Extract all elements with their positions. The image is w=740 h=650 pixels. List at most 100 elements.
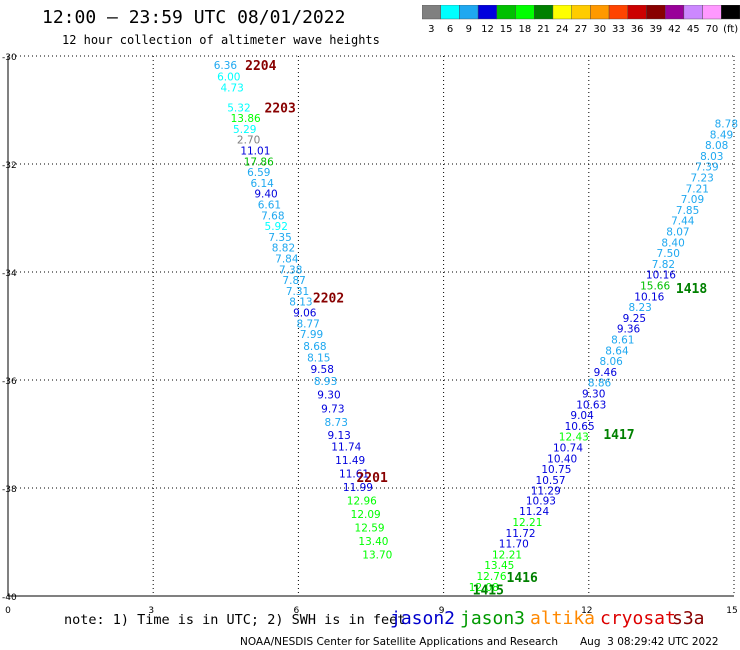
legend-swatch (664, 5, 685, 20)
swh-data-point: 2.70 (237, 135, 260, 147)
swh-data-point: 12.08 (469, 582, 499, 594)
track-label: 2201 (356, 471, 387, 486)
legend-label: 24 (556, 24, 569, 35)
swh-data-point: 8.73 (325, 417, 348, 429)
legend-label: 9 (466, 24, 472, 35)
swh-data-point: 8.13 (289, 297, 312, 309)
legend-swatch (702, 5, 722, 20)
satellite-name: altika (530, 608, 596, 629)
swh-data-point: 9.06 (293, 308, 317, 320)
legend-label: 6 (447, 24, 453, 35)
swh-data-point: 7.99 (300, 329, 323, 341)
legend-label: 36 (631, 24, 644, 35)
legend-label: 70 (706, 24, 719, 35)
swh-data-point: 9.36 (617, 324, 641, 336)
track-label: 2203 (265, 101, 296, 116)
swh-data-point: 5.32 (227, 102, 250, 114)
swh-data-point: 11.29 (531, 486, 561, 498)
y-tick-label: -32 (2, 161, 17, 171)
swh-data-point: 13.86 (231, 113, 261, 125)
chart-title: 12:00 — 23:59 UTC 08/01/2022 (42, 7, 346, 28)
swh-data-point: 9.30 (317, 390, 340, 402)
swh-data-point: 8.93 (314, 376, 337, 388)
swh-data-point: 10.63 (576, 399, 606, 411)
swh-data-point: 8.77 (296, 318, 319, 330)
legend-label: (ft) (723, 24, 738, 35)
swh-data-point: 7.85 (676, 205, 699, 217)
y-tick-label: -38 (2, 485, 17, 495)
swh-data-point: 7.82 (652, 259, 675, 271)
swh-data-point: 7.87 (282, 275, 305, 287)
legend-swatch (440, 5, 460, 20)
legend-swatch (571, 5, 591, 20)
y-tick-label: -30 (2, 53, 17, 63)
legend-swatch (608, 5, 628, 20)
swh-data-point: 8.64 (605, 345, 629, 357)
footer-note: note: 1) Time is in UTC; 2) SWH is in fe… (64, 612, 406, 628)
track-label: 1418 (676, 282, 707, 297)
legend-swatch (515, 5, 535, 20)
swh-data-point: 7.21 (686, 183, 709, 195)
swh-data-point: 12.76 (477, 571, 507, 583)
swh-data-point: 4.73 (220, 82, 243, 94)
swh-data-point: 7.68 (261, 210, 284, 222)
swh-data-point: 9.58 (311, 364, 334, 376)
swh-data-point: 11.70 (499, 539, 529, 551)
y-tick-label: -40 (2, 593, 17, 603)
legend-swatch (459, 5, 479, 20)
legend-label: 15 (500, 24, 513, 35)
swh-data-point: 8.61 (611, 335, 634, 347)
swh-data-point: 10.16 (634, 291, 664, 303)
swh-data-point: 8.78 (715, 119, 738, 131)
swh-data-point: 8.86 (588, 378, 612, 390)
swh-data-point: 7.31 (286, 286, 309, 298)
swh-data-point: 8.15 (307, 352, 330, 364)
legend-swatch (721, 5, 740, 20)
legend-label: 33 (612, 24, 625, 35)
swh-data-point: 7.50 (657, 248, 680, 260)
track-label: 2202 (313, 291, 344, 306)
satellite-name: jason2 (390, 608, 456, 629)
swh-data-point: 6.00 (217, 72, 240, 84)
legend-label: 30 (593, 24, 606, 35)
swh-data-point: 11.01 (240, 146, 270, 158)
track-label: 2204 (245, 59, 276, 74)
legend-swatch (534, 5, 554, 20)
legend-label: 21 (537, 24, 550, 35)
swh-data-point: 12.96 (347, 495, 377, 507)
satellite-name: s3a (672, 608, 705, 629)
swh-data-point: 11.74 (331, 441, 361, 453)
swh-data-point: 10.40 (547, 453, 577, 465)
swh-data-point: 5.92 (265, 221, 288, 233)
swh-data-point: 9.30 (582, 389, 605, 401)
swh-data-point: 10.57 (536, 475, 566, 487)
swh-data-point: 13.40 (358, 536, 388, 548)
footer-timestamp: Aug 3 08:29:42 UTC 2022 (580, 636, 719, 648)
swh-data-point: 11.49 (335, 455, 365, 467)
chart-subtitle: 12 hour collection of altimeter wave hei… (62, 33, 380, 47)
swh-data-point: 8.40 (661, 237, 684, 249)
swh-data-point: 9.73 (321, 404, 344, 416)
swh-data-point: 10.75 (541, 464, 571, 476)
swh-data-point: 7.38 (279, 264, 302, 276)
satellite-name: jason3 (460, 608, 526, 629)
swh-data-point: 8.23 (628, 302, 651, 314)
swh-data-point: 12.09 (351, 509, 381, 521)
legend-swatch (496, 5, 516, 20)
swh-data-point: 8.03 (700, 151, 723, 163)
swh-data-point: 13.45 (484, 560, 514, 572)
swh-data-point: 13.70 (362, 549, 392, 561)
swh-data-point: 9.13 (327, 430, 350, 442)
legend-label: 12 (481, 24, 494, 35)
swh-data-point: 9.25 (623, 313, 646, 325)
swh-data-point: 10.74 (553, 443, 583, 455)
y-tick-label: -36 (2, 377, 17, 387)
track-label: 1416 (507, 571, 538, 586)
swh-data-point: 8.49 (710, 129, 733, 141)
legend-label: 45 (687, 24, 700, 35)
x-tick-label: 12 (581, 606, 592, 616)
swh-data-point: 11.99 (343, 482, 373, 494)
swh-data-point: 6.36 (214, 60, 238, 72)
swh-data-point: 10.93 (526, 495, 556, 507)
